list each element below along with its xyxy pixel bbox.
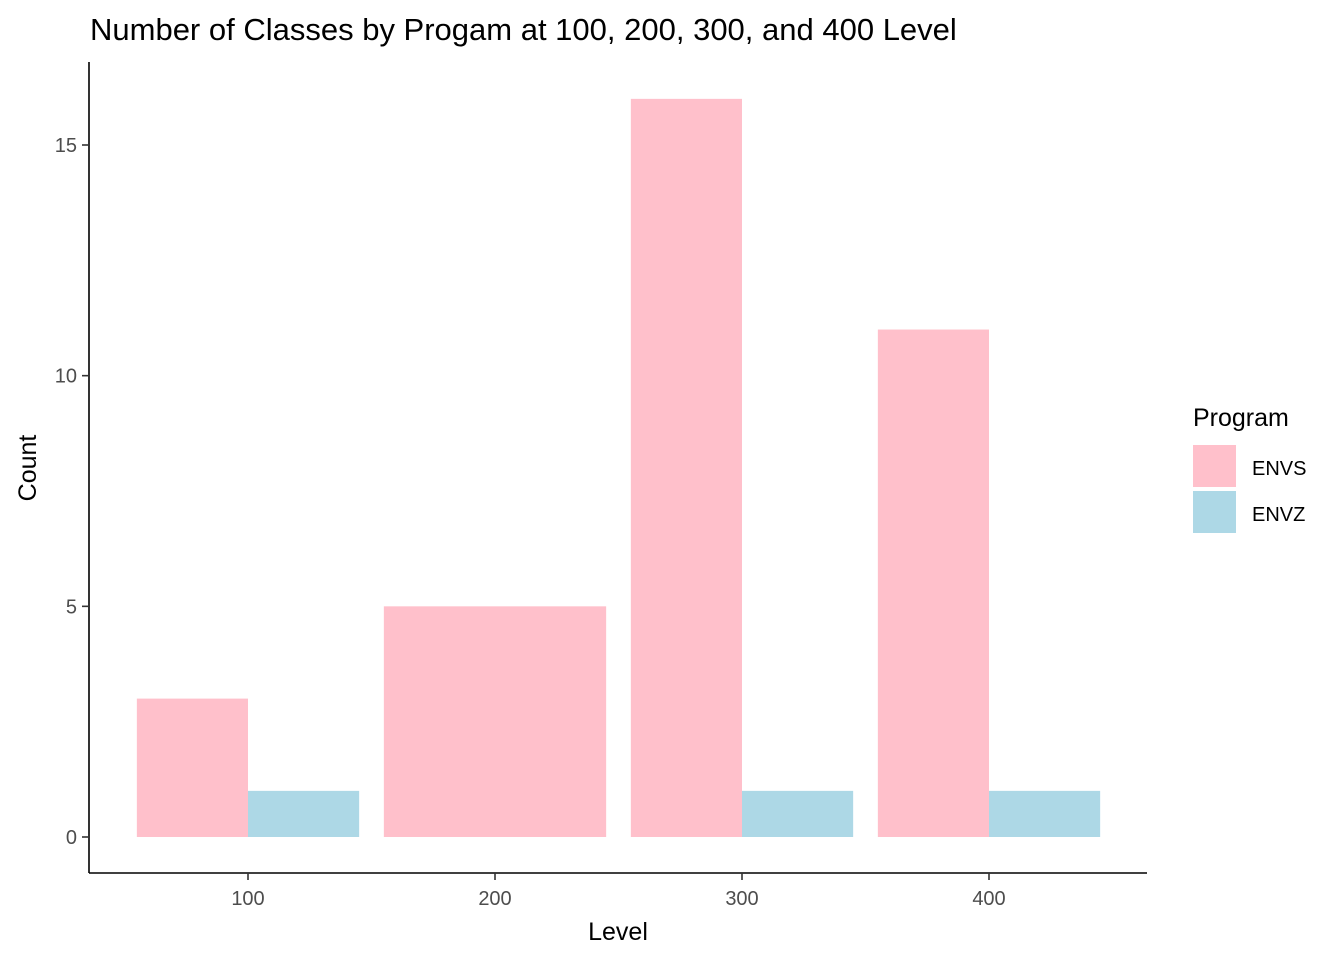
y-tick-label-10: 10 xyxy=(55,366,77,388)
legend-key-envz xyxy=(1193,491,1236,533)
plot-bars xyxy=(136,98,1101,837)
legend-key-envs xyxy=(1193,445,1236,487)
bar-envz-400 xyxy=(989,790,1101,837)
x-tick-label-200: 200 xyxy=(478,888,511,910)
bar-envs-400 xyxy=(877,329,989,837)
legend-label-envz: ENVZ xyxy=(1252,504,1305,526)
bar-envs-200 xyxy=(383,606,607,837)
bar-envz-100 xyxy=(248,790,360,837)
legend-label-envs: ENVS xyxy=(1252,458,1306,480)
y-tick-label-15: 15 xyxy=(55,135,77,157)
x-tick-label-100: 100 xyxy=(231,888,264,910)
x-tick-label-300: 300 xyxy=(725,888,758,910)
y-axis-title: Count xyxy=(14,435,42,502)
legend: Program ENVS ENVZ xyxy=(1193,404,1306,533)
y-tick-label-5: 5 xyxy=(66,596,77,618)
legend-title: Program xyxy=(1193,404,1289,432)
y-tick-label-0: 0 xyxy=(66,827,77,849)
bar-envz-300 xyxy=(742,790,854,837)
x-axis-ticks: 100 200 300 400 xyxy=(231,873,1006,910)
bar-envs-100 xyxy=(136,698,248,837)
x-tick-label-400: 400 xyxy=(972,888,1005,910)
bar-envs-300 xyxy=(630,98,742,837)
y-axis-ticks: 0 5 10 15 xyxy=(55,135,89,849)
chart-title: Number of Classes by Progam at 100, 200,… xyxy=(90,12,957,47)
x-axis-title: Level xyxy=(588,918,648,946)
